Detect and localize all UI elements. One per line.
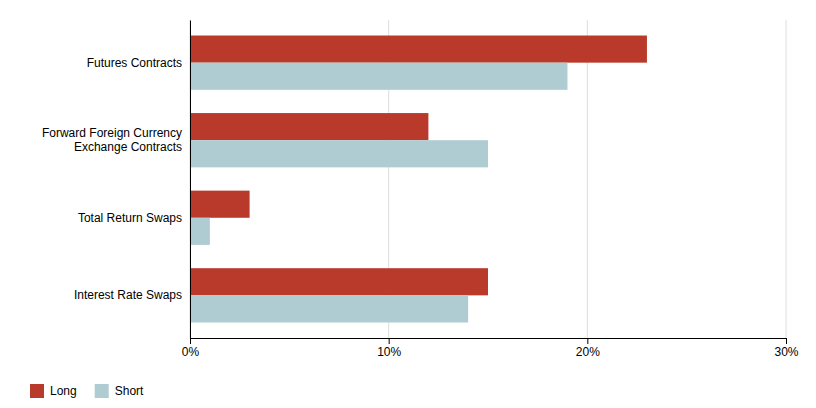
y-tick: Interest Rate Swaps [74,288,182,302]
y-axis-line [190,21,191,339]
chart: 0% 10% 20% 30% Interest Rate Swaps Total Retu… [0,0,816,408]
bars [190,36,647,323]
bar [190,63,567,90]
x-axis: 0% 10% 20% 30% [182,338,799,359]
y-tick-label: Total Return Swaps [78,211,182,225]
legend: Long Short [30,384,144,398]
legend-swatch [95,384,109,398]
bar-series [190,36,647,296]
grid-line [786,20,787,338]
bar [190,113,428,140]
x-tick-mark [389,338,390,344]
x-tick-mark [587,338,588,344]
bar [190,191,250,218]
bar [190,140,488,167]
legend-swatch [30,384,44,398]
x-tick: 20% [576,338,600,359]
x-tick-mark [190,338,191,344]
plot: 0% 10% 20% 30% Interest Rate Swaps Total Retu… [42,20,799,359]
y-tick-label: Interest Rate Swaps [74,288,182,302]
y-tick: Futures Contracts [87,55,182,69]
bar [190,36,647,63]
x-tick: 10% [377,338,401,359]
bar [190,295,468,322]
x-tick-label: 0% [182,345,200,359]
y-tick-label: Forward Foreign CurrencyExchange Contrac… [42,126,182,153]
legend-label: Long [50,384,77,398]
grid-line [190,20,191,338]
x-axis-line [191,339,787,345]
legend-item: Short [95,384,144,398]
y-axis: Interest Rate Swaps Total Return Swaps For… [42,21,191,339]
grid [190,20,786,338]
legend-label: Short [115,384,144,398]
grid-line [587,20,588,338]
x-tick-label: 20% [576,345,600,359]
x-tick-mark [786,338,787,344]
x-tick-label: 10% [377,345,401,359]
x-tick: 30% [774,338,798,359]
y-tick: Forward Foreign CurrencyExchange Contrac… [42,126,182,153]
bar-series [190,63,567,323]
bar [190,218,210,245]
y-tick-label: Futures Contracts [87,55,182,69]
legend-item: Long [30,384,77,398]
x-tick-label: 30% [774,345,798,359]
bar [190,268,488,295]
x-tick: 0% [182,338,200,359]
y-tick: Total Return Swaps [78,211,182,225]
